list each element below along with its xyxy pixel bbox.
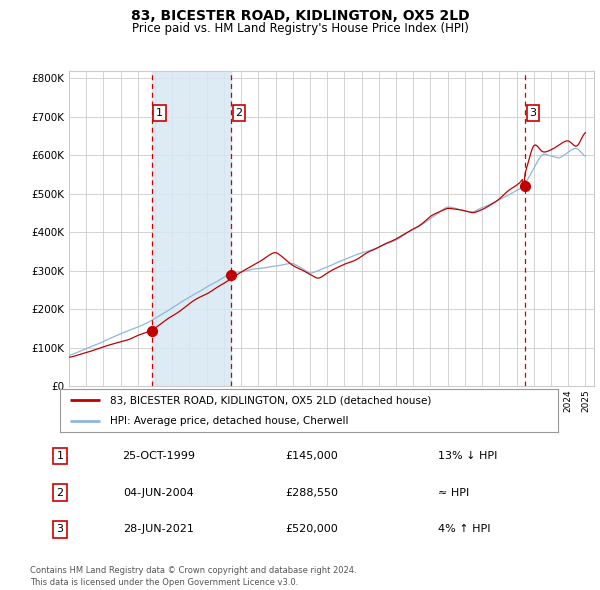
Text: 2: 2 <box>236 108 243 118</box>
Bar <box>152 71 231 386</box>
Text: 1: 1 <box>156 108 163 118</box>
Text: £520,000: £520,000 <box>286 525 338 534</box>
Text: 83, BICESTER ROAD, KIDLINGTON, OX5 2LD: 83, BICESTER ROAD, KIDLINGTON, OX5 2LD <box>131 9 469 23</box>
Text: 4% ↑ HPI: 4% ↑ HPI <box>438 525 491 534</box>
Text: 3: 3 <box>529 108 536 118</box>
Text: 25-OCT-1999: 25-OCT-1999 <box>122 451 196 461</box>
Text: £288,550: £288,550 <box>286 488 338 497</box>
Text: HPI: Average price, detached house, Cherwell: HPI: Average price, detached house, Cher… <box>110 417 348 426</box>
Text: 1: 1 <box>56 451 64 461</box>
Text: 28-JUN-2021: 28-JUN-2021 <box>124 525 194 534</box>
Text: 83, BICESTER ROAD, KIDLINGTON, OX5 2LD (detached house): 83, BICESTER ROAD, KIDLINGTON, OX5 2LD (… <box>110 395 431 405</box>
Text: 13% ↓ HPI: 13% ↓ HPI <box>438 451 497 461</box>
Text: £145,000: £145,000 <box>286 451 338 461</box>
Text: Contains HM Land Registry data © Crown copyright and database right 2024.
This d: Contains HM Land Registry data © Crown c… <box>30 566 356 587</box>
Text: 3: 3 <box>56 525 64 534</box>
Text: 2: 2 <box>56 488 64 497</box>
Text: ≈ HPI: ≈ HPI <box>438 488 469 497</box>
Text: 04-JUN-2004: 04-JUN-2004 <box>124 488 194 497</box>
Text: Price paid vs. HM Land Registry's House Price Index (HPI): Price paid vs. HM Land Registry's House … <box>131 22 469 35</box>
